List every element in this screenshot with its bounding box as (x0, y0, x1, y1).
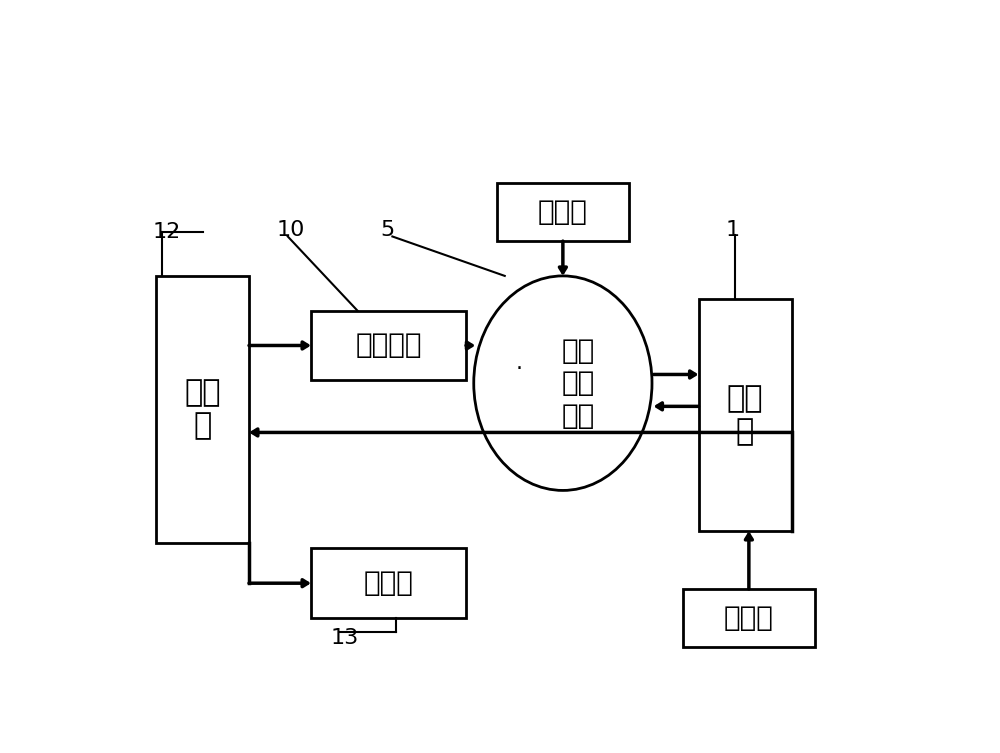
Text: 1: 1 (726, 220, 740, 239)
Text: .: . (515, 353, 522, 373)
Bar (683, 589, 815, 647)
Text: 被测
力矩
电机: 被测 力矩 电机 (562, 337, 595, 429)
Bar (156, 276, 249, 543)
Bar (311, 548, 466, 618)
Text: 单片
机: 单片 机 (184, 378, 221, 441)
Text: 步进电机: 步进电机 (355, 331, 422, 359)
Bar (698, 299, 792, 531)
Bar (497, 183, 629, 241)
Text: 12: 12 (152, 222, 180, 242)
Text: 稳压源: 稳压源 (538, 198, 588, 226)
Text: 5: 5 (381, 220, 395, 239)
Text: 稳压源: 稳压源 (724, 604, 774, 632)
Bar (311, 311, 466, 380)
Text: 10: 10 (276, 220, 304, 239)
Text: 13: 13 (330, 628, 359, 648)
Text: 计算机: 计算机 (364, 569, 413, 597)
Text: 测功
机: 测功 机 (727, 384, 763, 447)
Ellipse shape (474, 276, 652, 490)
